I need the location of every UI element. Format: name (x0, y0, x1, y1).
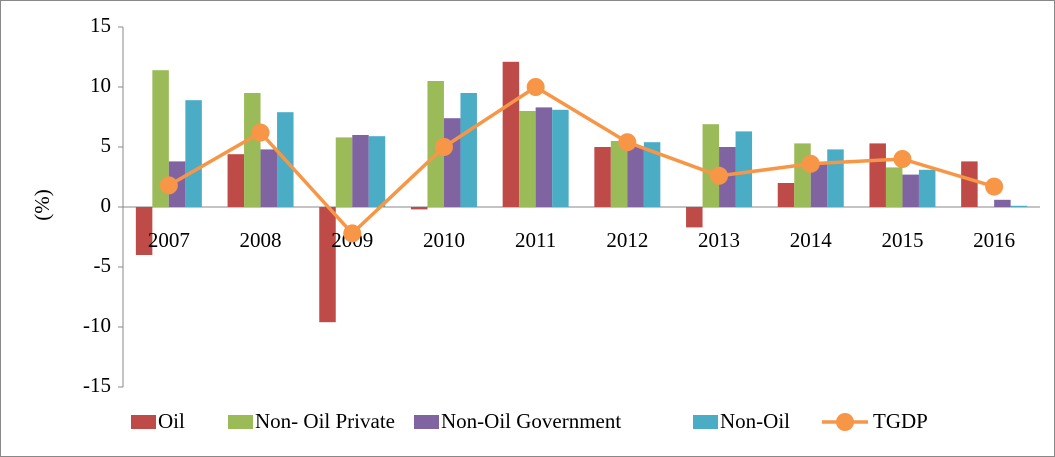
bar (319, 207, 336, 323)
x-tick-label: 2015 (881, 228, 923, 252)
legend-swatch (228, 415, 253, 429)
bar (443, 118, 461, 207)
legend-label: TGDP (873, 409, 928, 433)
bar (410, 207, 428, 210)
bar (535, 107, 553, 207)
legend-marker (836, 413, 854, 431)
line-marker (434, 138, 453, 156)
bar (810, 163, 828, 207)
bar (627, 147, 644, 207)
line-marker (159, 176, 178, 195)
legend-label: Non-Oil (720, 409, 790, 433)
line-marker (618, 133, 637, 152)
legend-label: Non-Oil Government (441, 409, 621, 433)
bar (368, 136, 386, 207)
legend-label: Oil (158, 409, 185, 433)
line-marker (710, 166, 729, 185)
legend-label: Non- Oil Private (255, 409, 395, 433)
bar (460, 93, 477, 207)
x-tick-label: 2011 (515, 228, 556, 252)
bar (260, 149, 278, 207)
bar (902, 174, 919, 207)
bar (918, 169, 936, 207)
bar (686, 207, 703, 228)
x-tick-label: 2007 (148, 228, 190, 252)
bar (185, 100, 202, 207)
bar (335, 137, 353, 207)
line (167, 84, 995, 236)
y-tick-label: -5 (94, 253, 112, 277)
line-marker (893, 150, 912, 168)
bar (502, 61, 520, 207)
line-marker (343, 224, 362, 243)
bar (735, 131, 753, 207)
x-tick-label: 2016 (973, 228, 1015, 252)
bar (794, 143, 811, 207)
bar (352, 135, 369, 207)
x-tick-label: 2013 (698, 228, 740, 252)
x-tick-label: 2008 (240, 228, 282, 252)
bar (869, 143, 886, 207)
x-tick-label: 2010 (423, 228, 465, 252)
y-tick-label: 15 (90, 13, 111, 37)
bar (227, 154, 245, 207)
bar (244, 93, 261, 207)
bar (777, 183, 795, 207)
legend-swatch (131, 415, 156, 429)
bar (610, 141, 628, 207)
y-tick-label: 5 (101, 133, 112, 157)
y-axis-label: (%) (30, 189, 54, 220)
bar (594, 147, 611, 207)
bar (552, 109, 569, 207)
x-tick-label: 2014 (790, 228, 833, 252)
y-tick-label: 0 (101, 193, 112, 217)
line-marker (526, 78, 545, 96)
legend-swatch (414, 415, 439, 429)
x-tick-label: 2012 (606, 228, 648, 252)
bar (1010, 205, 1028, 207)
bar (994, 199, 1011, 207)
bar (519, 111, 536, 207)
bar (152, 70, 169, 207)
bar (885, 167, 903, 207)
bar (961, 161, 978, 207)
legend-swatch (693, 415, 718, 429)
line-marker (985, 177, 1004, 196)
y-tick-label: -10 (83, 313, 111, 337)
y-tick-label: 10 (90, 73, 111, 97)
line-marker (251, 123, 270, 142)
bar (643, 142, 661, 207)
line-marker (801, 154, 820, 173)
y-tick-label: -15 (83, 373, 111, 397)
bar (827, 149, 844, 207)
bar (135, 207, 153, 255)
bar (702, 124, 720, 207)
